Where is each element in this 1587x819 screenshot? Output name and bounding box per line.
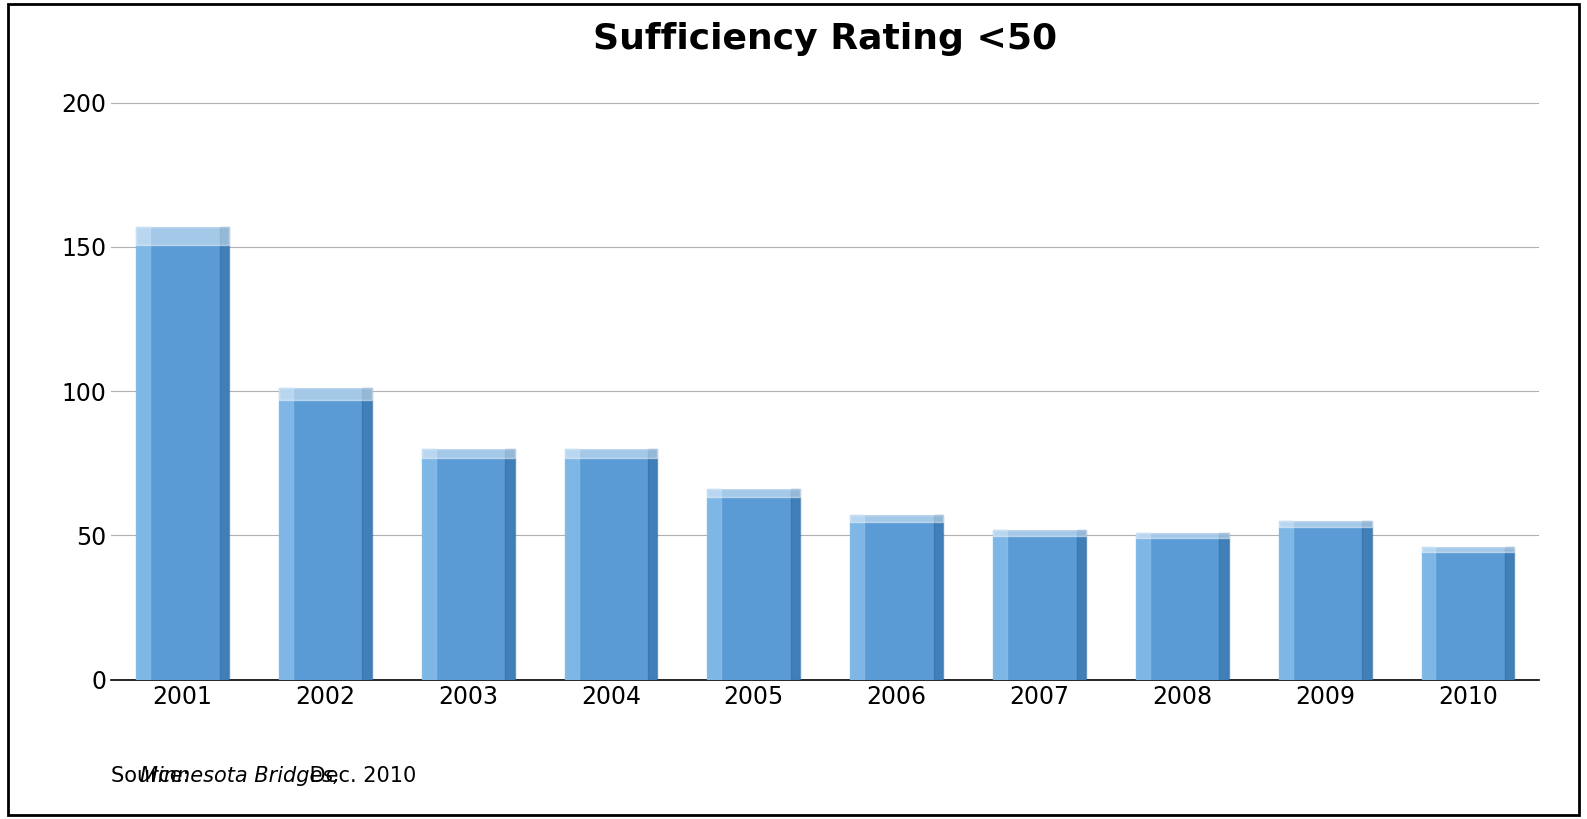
Bar — [933, 515, 943, 680]
Bar — [993, 530, 1008, 680]
Bar — [1422, 547, 1514, 552]
Bar — [422, 449, 514, 680]
Bar — [790, 489, 800, 680]
Bar — [708, 489, 800, 680]
Bar — [993, 530, 1086, 680]
Bar — [993, 530, 1086, 536]
Bar — [362, 388, 371, 680]
Bar — [1362, 521, 1371, 680]
Bar — [279, 388, 371, 400]
Bar — [1279, 521, 1371, 527]
Bar — [565, 449, 657, 458]
Bar — [422, 449, 436, 680]
Bar — [1136, 532, 1228, 680]
Bar — [1219, 532, 1228, 680]
Bar — [136, 227, 151, 680]
Bar — [136, 227, 229, 245]
Text: Minnesota Bridges,: Minnesota Bridges, — [140, 767, 340, 786]
Bar — [851, 515, 943, 680]
Bar — [708, 489, 800, 497]
Bar — [851, 515, 943, 522]
Bar — [1279, 521, 1293, 680]
Bar — [851, 515, 865, 680]
Title: Sufficiency Rating <50: Sufficiency Rating <50 — [594, 22, 1057, 56]
Bar — [279, 388, 371, 680]
Bar — [505, 449, 514, 680]
Text: Source:: Source: — [111, 767, 197, 786]
Bar — [647, 449, 657, 680]
Bar — [1136, 532, 1228, 538]
Bar — [565, 449, 579, 680]
Bar — [708, 489, 722, 680]
Bar — [136, 227, 229, 680]
Bar — [1279, 521, 1371, 680]
Bar — [422, 449, 514, 458]
Bar — [1076, 530, 1086, 680]
Bar — [1504, 547, 1514, 680]
Bar — [279, 388, 294, 680]
Bar — [1422, 547, 1514, 680]
Text: Dec. 2010: Dec. 2010 — [303, 767, 416, 786]
Bar — [219, 227, 229, 680]
Bar — [1422, 547, 1436, 680]
Bar — [565, 449, 657, 680]
Bar — [1136, 532, 1151, 680]
